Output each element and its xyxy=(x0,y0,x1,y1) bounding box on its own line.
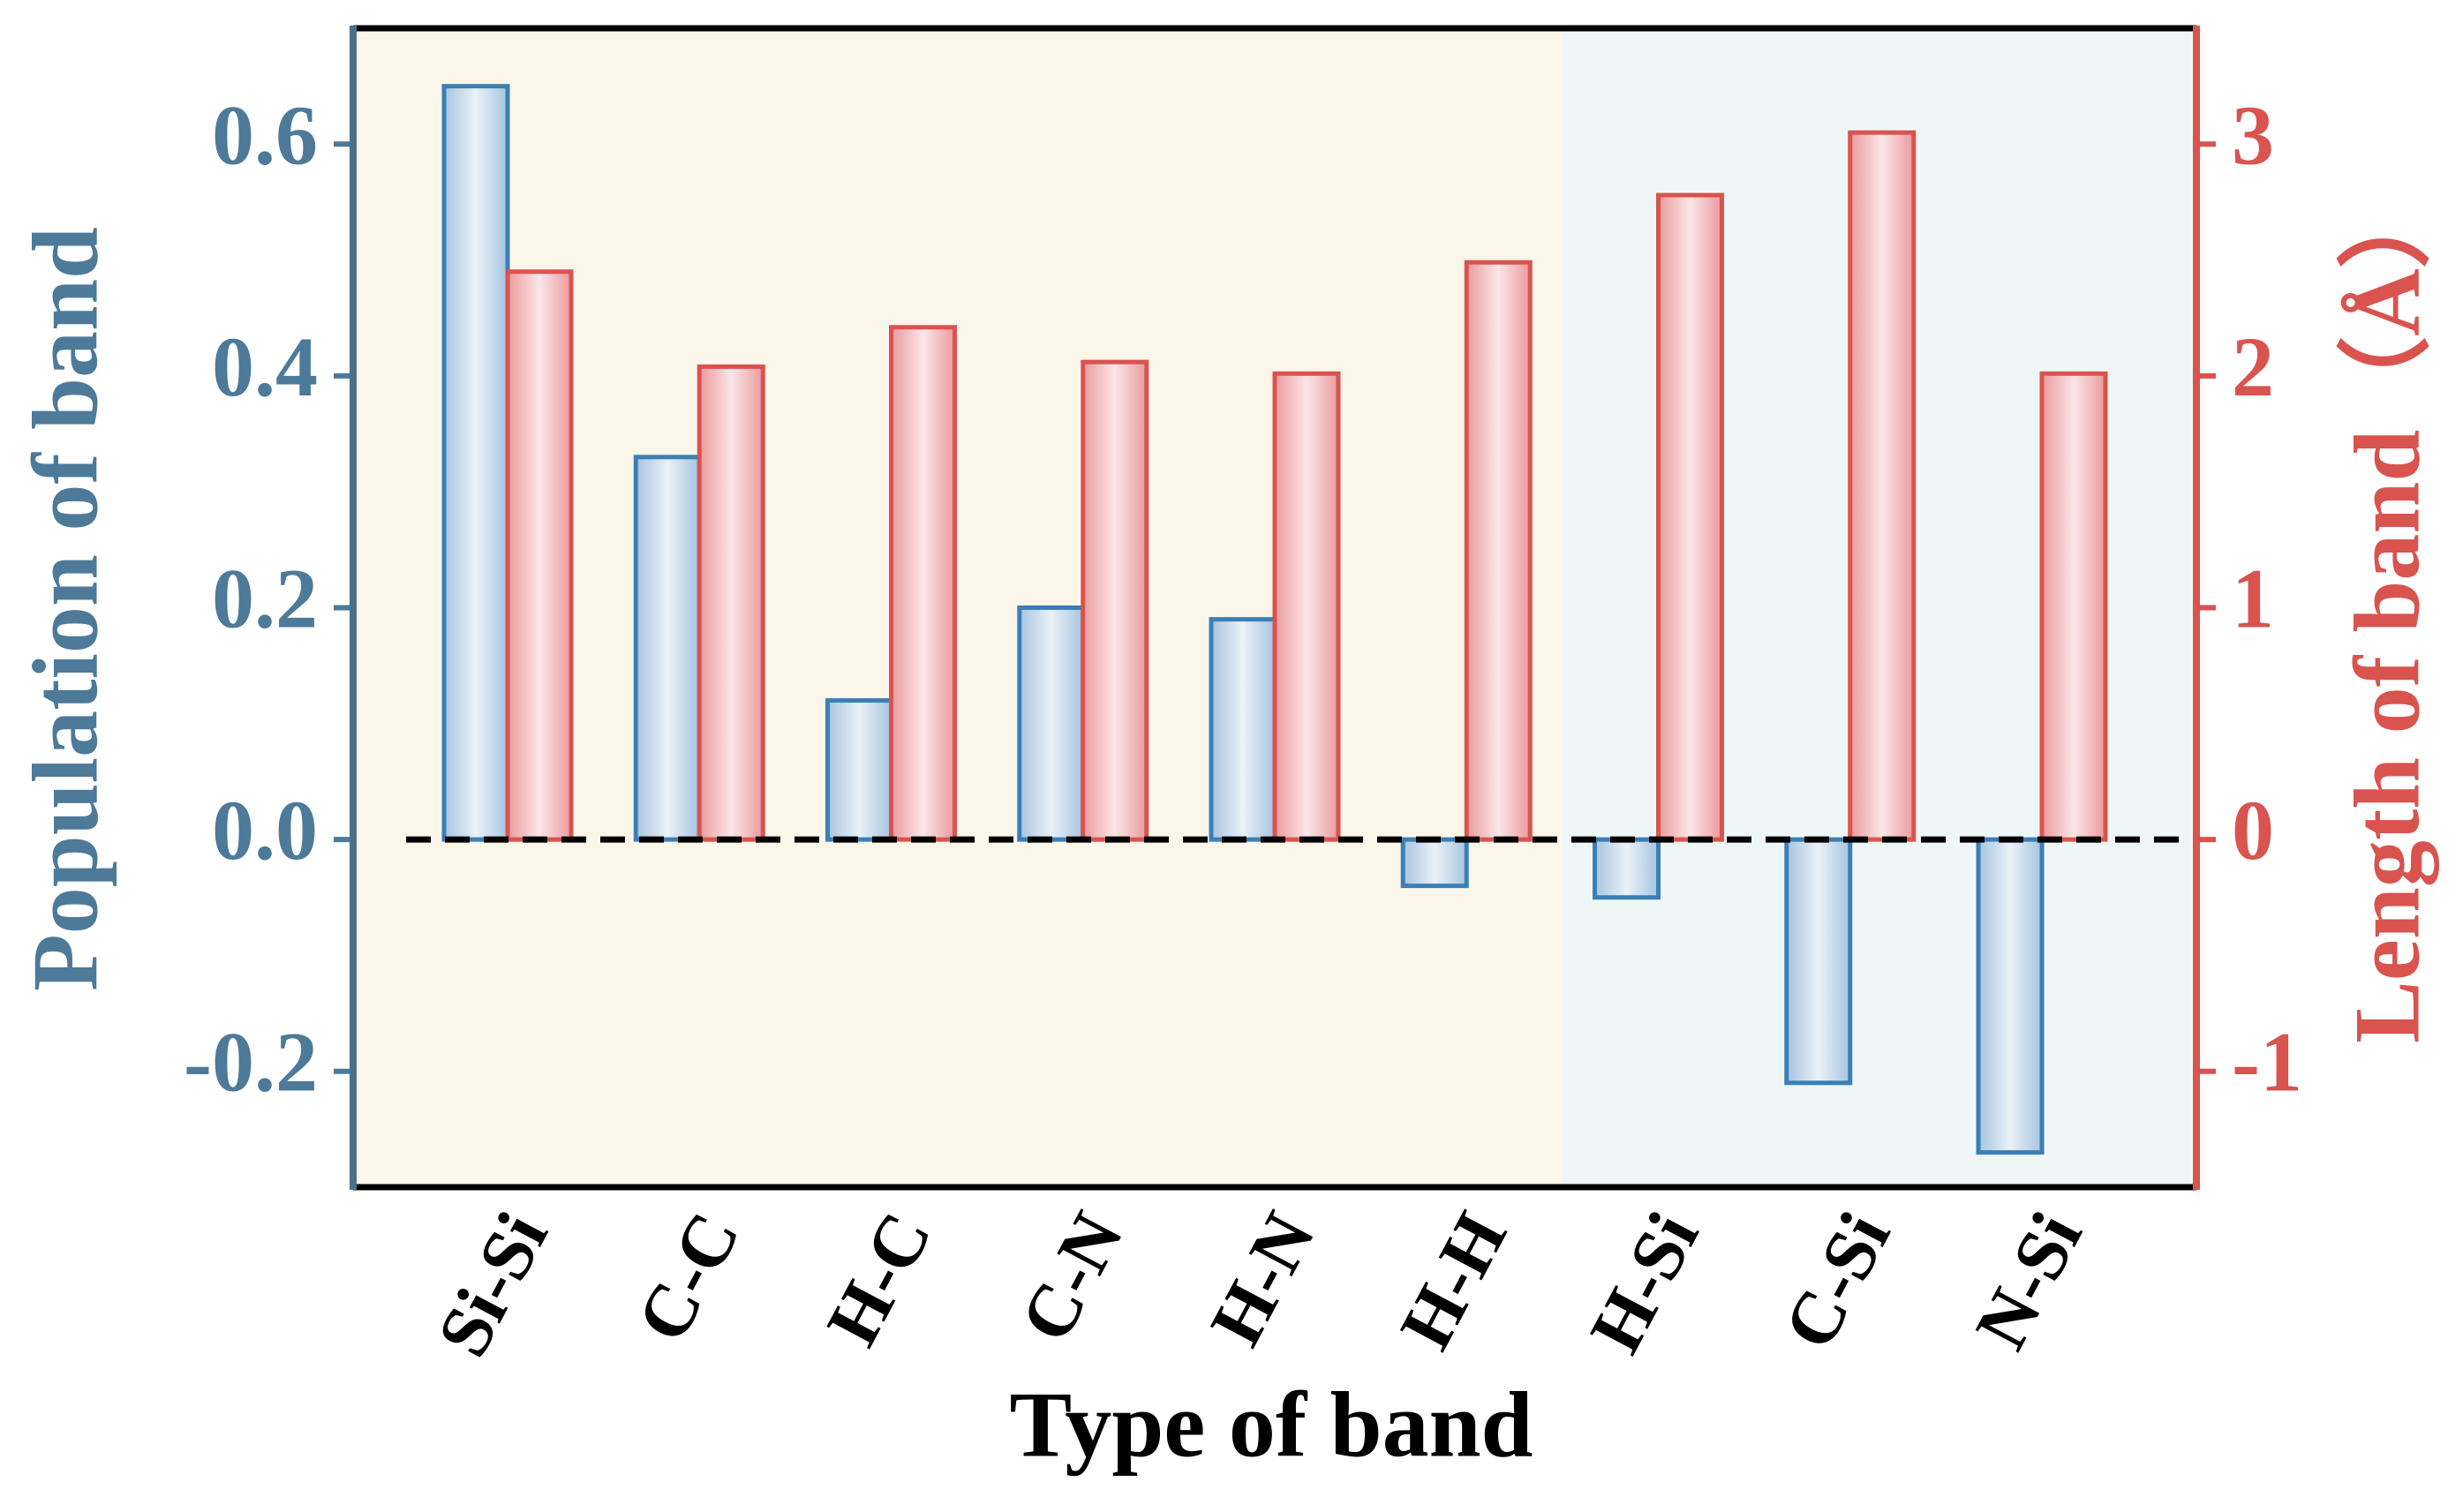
bar xyxy=(1209,617,1277,842)
bar xyxy=(1272,371,1341,842)
y-tick-label: 0.4 xyxy=(212,320,318,414)
bar xyxy=(1400,837,1469,889)
y-tick-label: 0.0 xyxy=(212,783,318,877)
y2-tick-label: 0 xyxy=(2232,783,2274,877)
bar xyxy=(697,364,765,842)
bar xyxy=(825,698,893,842)
y-tick-label: 0.2 xyxy=(212,552,318,646)
y2-tick-label: 2 xyxy=(2232,320,2274,414)
y2-tick-label: -1 xyxy=(2232,1015,2302,1110)
x-tick-label: H-H xyxy=(1384,1200,1523,1362)
bar xyxy=(889,325,957,842)
x-tick-label: H-Si xyxy=(1574,1200,1714,1365)
bar xyxy=(1464,260,1533,842)
bar xyxy=(633,455,702,842)
x-tick-label: C-C xyxy=(621,1200,756,1354)
bar xyxy=(1017,606,1086,842)
y2-tick-label: 1 xyxy=(2232,552,2274,646)
bar xyxy=(1656,192,1724,842)
y2-tick-label: 3 xyxy=(2232,87,2274,182)
bar xyxy=(1784,837,1853,1086)
bar xyxy=(1976,837,2045,1155)
bar xyxy=(1081,359,1149,842)
y-tick-label: 0.6 xyxy=(212,87,318,182)
x-tick-label: N-Si xyxy=(1960,1200,2098,1362)
y2-axis-title: Length of band（Å） xyxy=(2335,175,2438,1043)
y-axis-title: Population of band xyxy=(13,227,117,991)
bar xyxy=(1848,130,1917,842)
x-axis-title: Type of band xyxy=(1010,1373,1533,1476)
bar xyxy=(505,269,574,842)
y-tick-label: -0.2 xyxy=(184,1015,318,1110)
x-tick-label: H-C xyxy=(811,1200,947,1358)
bar xyxy=(441,84,510,842)
x-tick-label: C-Si xyxy=(1768,1200,1907,1362)
x-tick-label: C-N xyxy=(1005,1200,1139,1354)
bar xyxy=(2039,371,2108,842)
x-tick-label: Si-Si xyxy=(422,1200,564,1369)
bar xyxy=(1593,837,1661,900)
x-tick-label: H-N xyxy=(1194,1200,1330,1358)
